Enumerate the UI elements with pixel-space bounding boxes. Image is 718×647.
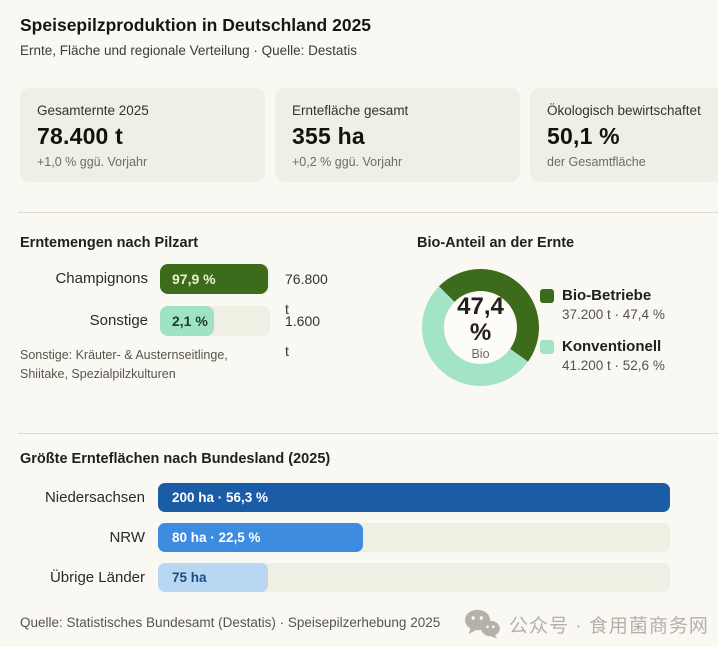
legend-swatch-konventionell [540, 340, 554, 354]
source-note: Quelle: Statistisches Bundesamt (Destati… [20, 615, 441, 630]
legend-label: Konventionell [562, 338, 662, 355]
legend-item-bio: Bio-Betriebe 37.200 t · 47,4 % [540, 287, 665, 322]
kpi-value: 355 ha [292, 123, 365, 149]
section-divider [18, 433, 718, 434]
bio-center-label: Bio [471, 346, 490, 361]
bar-uebrige-laender: 75 ha [158, 563, 269, 592]
legend-item-konventionell: Konventionell 41.200 t · 52,6 % [540, 338, 665, 373]
legend-detail: 37.200 t · 47,4 % [562, 307, 665, 322]
bar-track: 75 ha [158, 563, 670, 592]
footnote-line: Shiitake, Spezialpilzkulturen [20, 366, 176, 381]
kpi-label: Erntefläche gesamt [292, 103, 409, 118]
bar-value-label: 1.600 t [285, 313, 321, 359]
watermark-text: 公众号 · 食用菌商务网 [509, 615, 709, 637]
bio-donut-ring: 47,4 % Bio [422, 269, 539, 386]
bar-niedersachsen: 200 ha · 56,3 % [158, 483, 670, 512]
legend-swatch-bio [540, 289, 554, 303]
bar-sonstige: 2,1 % [160, 306, 214, 336]
kpi-note: der Gesamtfläche [547, 155, 646, 169]
bio-chart-title: Bio-Anteil an der Ernte [417, 235, 575, 251]
kpi-note: +1,0 % ggü. Vorjahr [37, 155, 148, 169]
bar-track: 200 ha · 56,3 % [158, 483, 670, 512]
kpi-note: +0,2 % ggü. Vorjahr [292, 155, 403, 169]
footnote-line: Sonstige: Kräuter- & Austernseitlinge, [20, 348, 228, 362]
kpi-value: 78.400 t [37, 123, 123, 149]
kpi-value: 50,1 % [547, 123, 620, 149]
bar-category-label: Übrige Länder [49, 569, 145, 586]
pilzart-footnote: Sonstige: Kräuter- & Austernseitlinge, S… [20, 346, 228, 384]
legend-detail: 41.200 t · 52,6 % [562, 358, 665, 373]
bio-donut-hole: 47,4 % Bio [444, 291, 517, 364]
section-divider [18, 212, 718, 213]
bio-center-value: 47,4 % [457, 293, 504, 346]
page-subtitle: Ernte, Fläche und regionale Verteilung ·… [20, 43, 357, 58]
regions-chart-title: Größte Ernteflächen nach Bundesland (202… [20, 451, 331, 467]
page-title: Speisepilzproduktion in Deutschland 2025 [20, 15, 372, 35]
bar-category-label: Sonstige [89, 312, 148, 329]
bar-track: 80 ha · 22,5 % [158, 523, 670, 552]
bar-champignons: 97,9 % [160, 264, 268, 294]
bar-nrw: 80 ha · 22,5 % [158, 523, 363, 552]
bar-track: 2,1 % [160, 306, 270, 336]
watermark: 公众号 · 食用菌商务网 [464, 609, 709, 639]
kpi-card-oekologisch: Ökologisch bewirtschaftet 50,1 % der Ges… [530, 88, 718, 182]
wechat-icon [464, 609, 500, 639]
kpi-card-ernteflaeche: Erntefläche gesamt 355 ha +0,2 % ggü. Vo… [275, 88, 520, 182]
bar-track: 97,9 % [160, 264, 270, 294]
kpi-label: Gesamternte 2025 [37, 103, 149, 118]
bar-category-label: Niedersachsen [44, 489, 145, 506]
kpi-label: Ökologisch bewirtschaftet [547, 103, 701, 118]
bar-category-label: Champignons [55, 270, 148, 287]
bar-value-label: 76.800 t [285, 271, 328, 317]
legend-label: Bio-Betriebe [562, 287, 652, 304]
pilzart-chart-title: Erntemengen nach Pilzart [20, 235, 199, 251]
kpi-card-gesamternte: Gesamternte 2025 78.400 t +1,0 % ggü. Vo… [20, 88, 265, 182]
bar-category-label: NRW [109, 529, 145, 546]
